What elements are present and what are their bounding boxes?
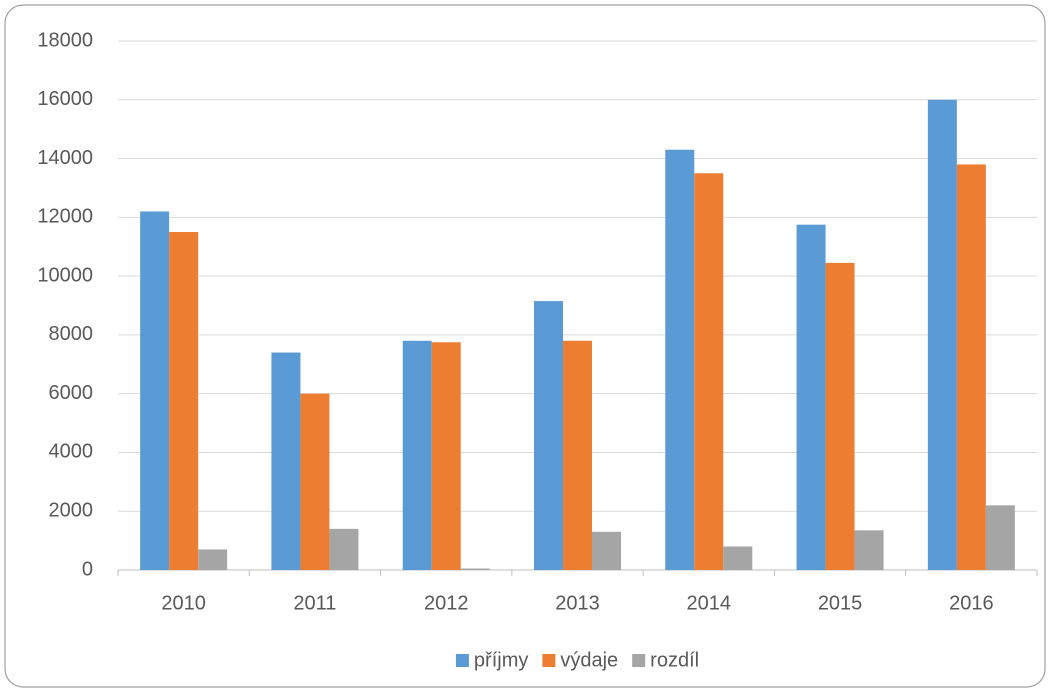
bar	[956, 164, 986, 570]
x-tick-label: 2013	[555, 592, 600, 614]
legend-label: příjmy	[474, 649, 528, 671]
y-tick-label: 16000	[37, 88, 93, 110]
legend-swatch	[542, 654, 556, 667]
x-tick-label: 2012	[424, 592, 469, 614]
bar	[198, 549, 228, 570]
bar	[431, 342, 461, 570]
y-tick-label: 12000	[37, 206, 93, 228]
bar	[140, 211, 170, 570]
bar	[563, 340, 592, 570]
bar	[694, 173, 724, 570]
x-tick-label: 2011	[293, 592, 336, 614]
bar	[271, 352, 301, 570]
bar	[592, 531, 621, 570]
y-tick-label: 8000	[49, 323, 94, 345]
legend-label: výdaje	[560, 649, 618, 671]
bar	[796, 224, 826, 571]
y-tick-label: 14000	[37, 147, 93, 169]
bar	[825, 262, 855, 570]
chart-border	[4, 4, 1046, 688]
x-tick-label: 2014	[687, 592, 732, 614]
x-tick-label: 2010	[161, 592, 206, 614]
legend-swatch	[632, 654, 646, 667]
x-tick-label: 2015	[818, 592, 863, 614]
y-tick-label: 18000	[37, 29, 93, 51]
bar	[927, 99, 957, 571]
bar	[402, 340, 432, 570]
legend-label: rozdíl	[650, 649, 699, 671]
bar	[329, 528, 359, 570]
bar	[460, 568, 490, 570]
bar	[723, 546, 753, 570]
y-tick-label: 2000	[49, 500, 94, 522]
x-tick-label: 2016	[949, 592, 994, 614]
bar	[300, 393, 330, 570]
bar	[985, 505, 1015, 570]
y-tick-label: 0	[82, 558, 93, 580]
bar	[169, 232, 199, 570]
y-tick-label: 4000	[49, 441, 94, 463]
y-tick-label: 10000	[37, 264, 93, 286]
bar	[854, 530, 884, 570]
legend-swatch	[455, 654, 469, 667]
y-tick-label: 6000	[49, 382, 94, 404]
bar	[534, 301, 563, 570]
bar	[665, 149, 695, 570]
